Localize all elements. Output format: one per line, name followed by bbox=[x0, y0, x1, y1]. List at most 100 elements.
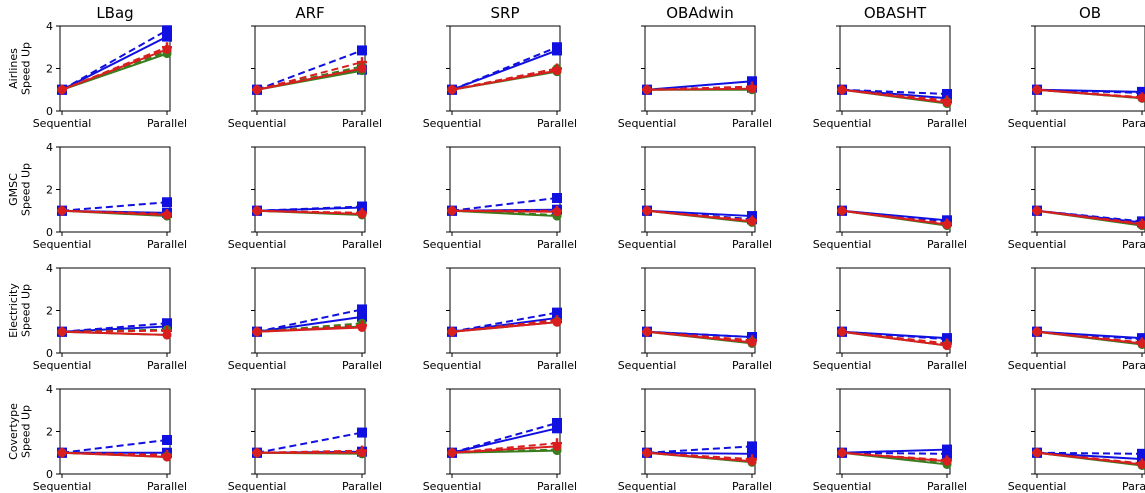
data-point bbox=[57, 85, 67, 95]
data-point bbox=[162, 452, 172, 462]
data-point bbox=[252, 448, 262, 458]
axes-frame bbox=[59, 267, 171, 354]
column-title: SRP bbox=[491, 4, 520, 22]
x-tick-label: Sequential bbox=[1008, 480, 1067, 493]
data-point bbox=[1137, 86, 1145, 97]
series-line bbox=[841, 448, 948, 454]
axes-frame bbox=[59, 388, 171, 475]
series-line bbox=[256, 326, 363, 333]
data-point bbox=[1032, 448, 1042, 458]
x-tick-label: Parallel bbox=[732, 117, 772, 130]
data-point bbox=[1032, 327, 1042, 337]
data-point bbox=[552, 441, 562, 451]
x-tick-label: Sequential bbox=[618, 238, 677, 251]
data-point bbox=[552, 418, 562, 428]
subplot-airlines-lbag: LBag 0 2 4 Sequential Parallel AirlinesSpeed U… bbox=[7, 4, 187, 130]
series-line bbox=[646, 330, 753, 344]
axes-frame bbox=[449, 267, 561, 354]
axes-frame bbox=[644, 25, 756, 112]
series-line bbox=[841, 330, 948, 347]
subplot-airlines-arf: ARF Sequential Parallel bbox=[228, 4, 382, 130]
x-tick-label: Sequential bbox=[228, 117, 287, 130]
data-point bbox=[447, 206, 457, 216]
column-title: OBAdwin bbox=[666, 4, 734, 22]
subplot-airlines-obasht: OBASHT Sequential Parallel bbox=[813, 4, 967, 130]
data-point bbox=[552, 207, 562, 217]
data-point bbox=[447, 448, 457, 458]
y-tick-label: 4 bbox=[46, 383, 53, 396]
series-line bbox=[1036, 330, 1143, 345]
data-point bbox=[837, 85, 847, 95]
data-point bbox=[552, 423, 562, 434]
series-line bbox=[256, 431, 363, 454]
series-line bbox=[256, 315, 363, 333]
data-point bbox=[1137, 448, 1145, 459]
subplot-covertype-arf: Sequential Parallel bbox=[228, 388, 382, 493]
data-point bbox=[162, 435, 172, 445]
data-point bbox=[1137, 338, 1145, 348]
x-tick-label: Parallel bbox=[927, 359, 967, 372]
column-title: OB bbox=[1079, 4, 1101, 22]
subplot-gmsc-srp: Sequential Parallel bbox=[423, 146, 577, 251]
x-tick-label: Parallel bbox=[732, 480, 772, 493]
x-tick-label: Parallel bbox=[732, 238, 772, 251]
data-point bbox=[942, 341, 952, 351]
y-tick-label: 2 bbox=[46, 426, 53, 439]
subplot-airlines-obadwin: OBAdwin Sequential Parallel bbox=[618, 4, 772, 130]
data-point bbox=[747, 456, 757, 466]
axes-frame bbox=[254, 146, 366, 233]
data-point bbox=[1032, 85, 1042, 95]
series-line bbox=[646, 87, 753, 91]
series-line bbox=[256, 61, 363, 91]
series-line bbox=[841, 209, 948, 226]
axes-frame bbox=[254, 388, 366, 475]
series-line bbox=[256, 49, 363, 91]
x-tick-label: Sequential bbox=[813, 359, 872, 372]
data-point bbox=[1032, 206, 1042, 216]
x-tick-label: Sequential bbox=[228, 238, 287, 251]
series-line bbox=[451, 49, 558, 91]
subplot-electricity-obadwin: Sequential Parallel bbox=[618, 267, 772, 372]
data-point bbox=[837, 206, 847, 216]
row-ylabel: ElectricitySpeed Up bbox=[7, 283, 33, 338]
subplot-electricity-lbag: 0 2 4 Sequential Parallel ElectricitySpeed Up bbox=[7, 262, 187, 372]
subplot-gmsc-lbag: 0 2 4 Sequential Parallel GMSCSpeed Up bbox=[7, 141, 187, 251]
data-point bbox=[747, 84, 757, 94]
axes-frame bbox=[59, 146, 171, 233]
x-tick-label: Sequential bbox=[228, 480, 287, 493]
subplot-electricity-ob: Sequential Parallel bbox=[1008, 267, 1145, 372]
data-point bbox=[57, 327, 67, 337]
series-line bbox=[61, 29, 168, 91]
column-title: LBag bbox=[96, 4, 133, 22]
x-tick-label: Sequential bbox=[423, 238, 482, 251]
data-point bbox=[252, 327, 262, 337]
series-line bbox=[841, 88, 948, 104]
x-tick-label: Sequential bbox=[618, 359, 677, 372]
series-line bbox=[1036, 451, 1143, 466]
x-tick-label: Sequential bbox=[1008, 117, 1067, 130]
series-line bbox=[646, 451, 753, 463]
series-line bbox=[451, 209, 558, 213]
axes-frame bbox=[1034, 25, 1145, 112]
subplot-gmsc-ob: Sequential Parallel bbox=[1008, 146, 1145, 251]
series-line bbox=[61, 35, 168, 91]
x-tick-label: Parallel bbox=[1122, 480, 1145, 493]
y-tick-label: 0 bbox=[46, 226, 53, 239]
x-tick-label: Sequential bbox=[1008, 359, 1067, 372]
data-point bbox=[942, 220, 952, 230]
x-tick-label: Parallel bbox=[147, 359, 187, 372]
data-point bbox=[162, 25, 172, 36]
data-point bbox=[552, 45, 562, 56]
series-line bbox=[256, 308, 363, 333]
y-tick-label: 4 bbox=[46, 20, 53, 33]
data-point bbox=[162, 44, 172, 54]
subplot-covertype-obadwin: Sequential Parallel bbox=[618, 388, 772, 493]
data-point bbox=[357, 209, 367, 219]
series-line bbox=[1036, 88, 1143, 99]
subplot-airlines-srp: SRP Sequential Parallel bbox=[423, 4, 577, 130]
row-name: Airlines bbox=[7, 48, 20, 89]
y-tick-label: 4 bbox=[46, 262, 53, 275]
series-line bbox=[256, 209, 363, 215]
series-line bbox=[451, 321, 558, 333]
y-tick-label: 2 bbox=[46, 305, 53, 318]
